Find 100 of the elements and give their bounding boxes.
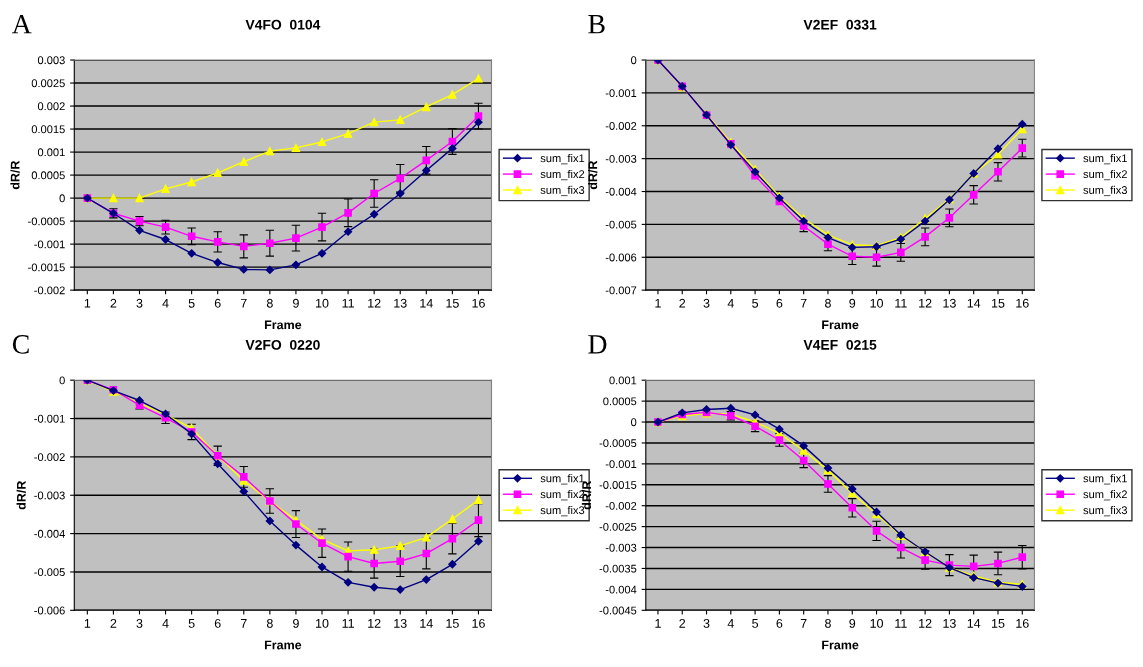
legend-label: sum_fix2 [1083,169,1127,181]
x-tick-label: 4 [162,298,169,308]
y-tick-label: 0.001 [609,376,637,385]
chart-title: V4EF 0215 [803,339,877,350]
x-tick-label: 9 [293,298,299,308]
text: C [12,335,29,354]
x-tick-label: 7 [800,619,807,628]
legend-label: sum_fix3 [1083,185,1127,197]
x-tick-label: 9 [293,618,299,628]
y-tick-label: 0.0005 [31,171,65,180]
legend-label: sum_fix1 [540,474,585,485]
x-tick-label: 2 [679,618,686,628]
y-tick-label: -0.001 [605,89,637,98]
x-tick-label: 7 [240,298,247,308]
y-tick-label: 0 [59,376,65,385]
x-tick-label: 12 [368,298,381,308]
x-tick-label: 11 [342,298,354,308]
x-tick-label: 1 [84,298,91,308]
legend-label: sum_fix3 [540,185,585,197]
y-tick-label: -0.002 [605,122,637,130]
text: B [588,15,605,34]
x-tick-label: 6 [776,618,783,628]
x-tick-label: 5 [188,619,195,628]
x-tick-label: 10 [870,618,883,628]
legend-label: sum_fix2 [540,169,585,181]
y-tick-label: -0.005 [605,220,637,229]
x-tick-label: 5 [188,298,195,308]
y-tick-label: -0.004 [34,529,65,538]
x-tick-label: 5 [752,298,759,308]
y-tick-label: -0.002 [34,453,65,462]
x-tick-label: 2 [110,618,117,628]
text: A [11,14,32,34]
y-tick-label: 0.0015 [31,125,65,134]
x-tick-label: 6 [214,298,221,308]
x-tick-label: 3 [136,298,143,308]
y-tick-label: -0.003 [605,154,637,163]
y-tick-label: -0.003 [34,491,65,500]
x-tick-label: 1 [655,619,661,628]
legend-label: sum_fix1 [1083,154,1127,165]
x-tick-label: 15 [446,619,459,628]
y-tick-label: -0.0005 [599,439,637,448]
x-tick-label: 16 [472,618,485,628]
x-tick-label: 13 [943,618,956,628]
y-tick-label: -0.002 [605,501,637,510]
x-tick-label: 6 [776,298,783,308]
x-tick-label: 15 [991,298,1005,308]
x-tick-label: 11 [342,619,354,628]
y-tick-label: -0.001 [605,460,637,468]
x-tick-label: 13 [394,618,407,628]
x-tick-label: 11 [895,619,907,628]
x-tick-label: 8 [266,618,273,628]
legend-label: sum_fix2 [540,490,585,501]
x-tick-label: 16 [1016,298,1029,308]
y-tick-label: -0.006 [605,253,637,262]
x-tick-label: 9 [849,298,856,308]
y-tick-label: -0.0015 [28,263,65,272]
y-tick-label: -0.0035 [599,564,637,573]
x-tick-label: 14 [420,298,433,308]
x-tick-label: 13 [394,298,407,308]
x-tick-label: 10 [316,618,329,628]
x-tick-label: 3 [703,618,710,628]
x-tick-label: 9 [849,618,856,628]
y-tick-label: -0.003 [605,543,637,552]
y-tick-label: 0 [631,56,637,65]
chart-title: V4FO 0104 [245,19,321,30]
x-tick-label: 14 [967,298,981,308]
legend-label: sum_fix2 [1083,490,1127,501]
x-tick-label: 1 [84,619,91,628]
x-tick-label: 7 [800,298,807,308]
x-tick-label: 10 [316,298,329,308]
x-tick-label: 16 [1016,618,1029,628]
x-tick-label: 12 [919,618,932,628]
y-tick-label: -0.0005 [28,217,65,226]
chart-title: V2EF 0331 [803,19,877,30]
y-tick-label: -0.002 [34,286,65,295]
text: D [588,335,607,354]
legend-label: sum_fix3 [1083,505,1127,517]
y-axis-title: dR/R [588,160,598,190]
x-tick-label: 8 [825,618,831,628]
x-tick-label: 3 [703,298,710,308]
chart-title: V2FO 0220 [245,339,320,350]
x-tick-label: 7 [240,619,247,628]
y-tick-label: -0.005 [34,568,65,577]
x-axis-title: Frame [264,320,302,330]
y-tick-label: -0.001 [34,414,65,423]
y-axis-title: dR/R [16,480,26,510]
x-tick-label: 11 [895,298,907,308]
x-tick-label: 14 [420,619,433,628]
x-tick-label: 8 [266,298,273,308]
y-tick-label: 0 [631,418,637,427]
y-tick-label: -0.004 [605,187,637,196]
x-tick-label: 2 [110,298,117,308]
x-tick-label: 14 [967,619,981,628]
x-tick-label: 4 [727,298,734,308]
y-tick-label: -0.007 [605,286,637,295]
x-axis-title: Frame [264,640,302,650]
x-tick-label: 2 [679,298,686,308]
x-tick-label: 6 [214,618,221,628]
y-tick-label: -0.001 [34,240,65,249]
x-tick-label: 15 [991,619,1005,628]
